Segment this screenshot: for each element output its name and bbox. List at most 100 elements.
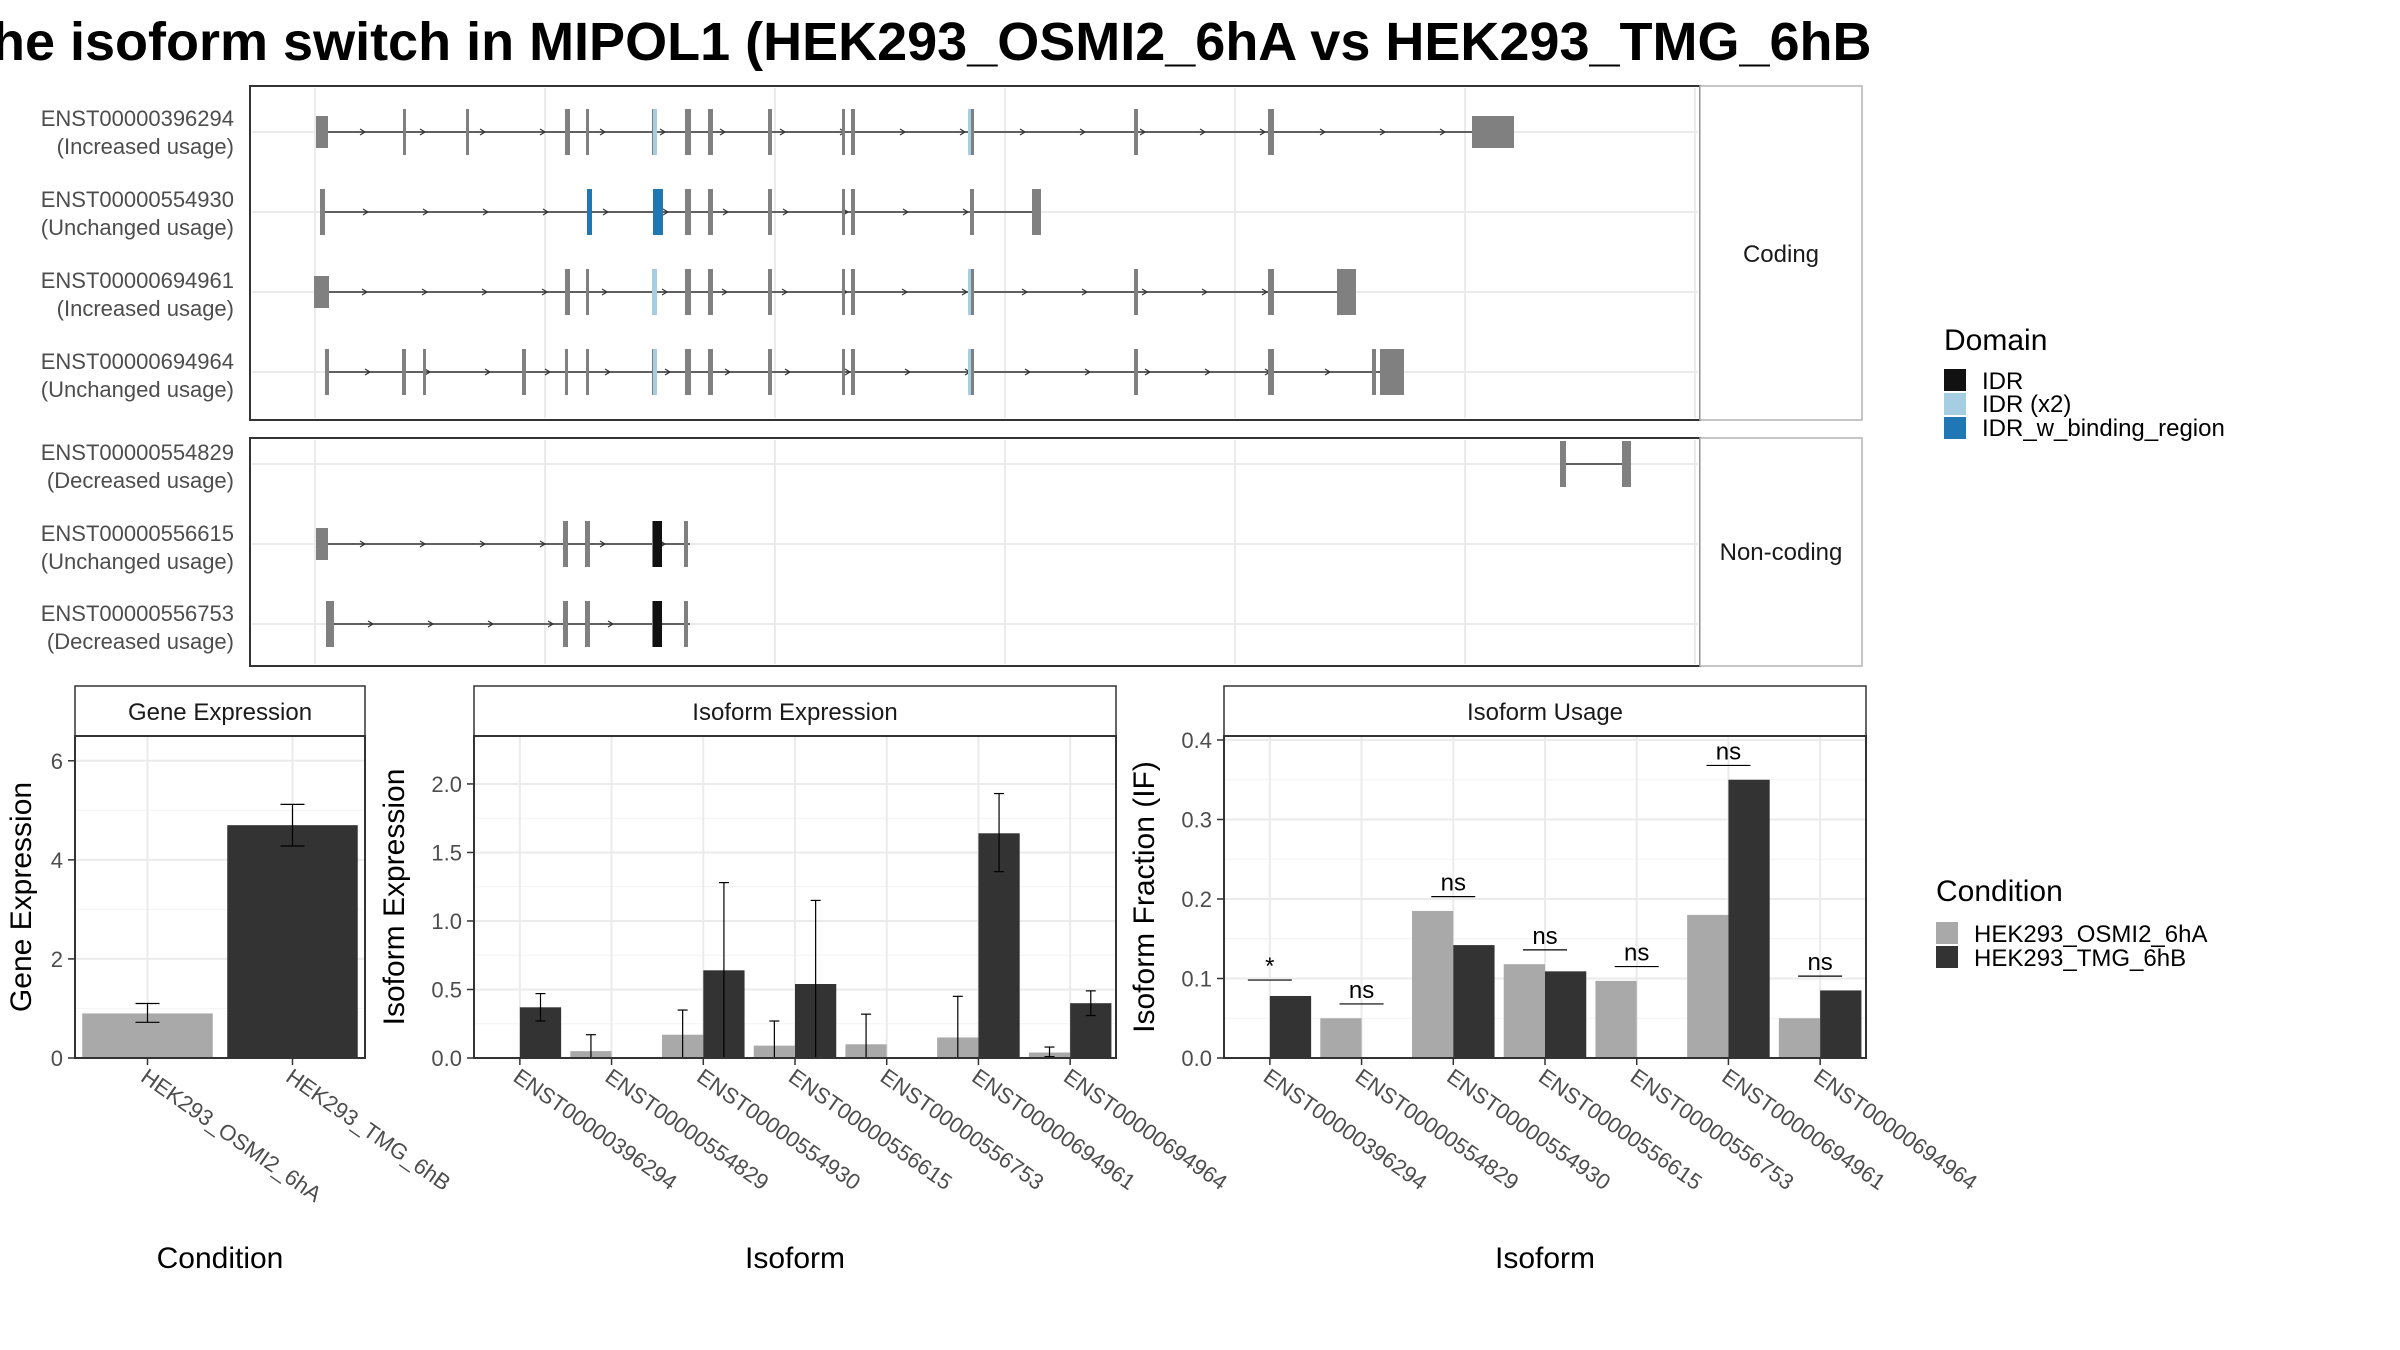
exon — [1372, 349, 1376, 395]
condition-legend-title: Condition — [1936, 875, 2063, 908]
y-tick-label: 2 — [51, 947, 63, 972]
domain-idr — [653, 521, 662, 567]
direction-arrow — [784, 368, 792, 376]
exon — [842, 269, 845, 315]
x-tick-label: ENST00000694961 — [1718, 1064, 1891, 1195]
exon — [316, 116, 328, 148]
legend-key-idr-binding — [1944, 417, 1966, 439]
domain-idr-x2 — [968, 269, 971, 315]
y-tick-label: 4 — [51, 848, 63, 873]
domain-idr-x2 — [968, 109, 971, 155]
bar — [1453, 945, 1495, 1058]
y-tick-label: 0.3 — [1181, 807, 1212, 832]
figure-title: he isoform switch in MIPOL1 (HEK293_OSMI… — [0, 12, 1872, 72]
direction-arrow — [601, 288, 609, 296]
bar — [1320, 1018, 1362, 1058]
significance-label: ns — [1532, 923, 1557, 950]
exon — [1622, 441, 1631, 487]
plot-frame — [74, 735, 366, 1059]
coding-strip-label: Coding — [1743, 241, 1819, 268]
isoform-label-usage: (Increased usage) — [57, 134, 234, 159]
direction-arrow — [1141, 288, 1149, 296]
exon — [1032, 189, 1041, 235]
bar — [1687, 914, 1729, 1058]
isoform-label-id: ENST00000694964 — [41, 349, 234, 374]
direction-arrow — [1324, 368, 1332, 376]
x-tick-label: ENST00000556753 — [876, 1064, 1049, 1195]
direction-arrow — [659, 128, 667, 136]
exon — [585, 521, 590, 567]
isoform-label-id: ENST00000694961 — [41, 268, 234, 293]
direction-arrow — [664, 368, 672, 376]
direction-arrow — [419, 540, 427, 548]
exon — [1134, 349, 1138, 395]
direction-arrow — [1081, 288, 1089, 296]
bar — [1545, 971, 1587, 1058]
exon — [768, 269, 772, 315]
x-tick-label: ENST00000396294 — [509, 1064, 682, 1195]
legend-key-idr — [1944, 369, 1966, 391]
direction-arrow — [419, 128, 427, 136]
direction-arrow — [599, 128, 607, 136]
direction-arrow — [607, 620, 615, 628]
direction-arrow — [722, 208, 730, 216]
exon — [1268, 269, 1274, 315]
exon — [1337, 269, 1342, 315]
x-tick-label: ENST00000694964 — [1059, 1064, 1232, 1195]
exon — [842, 189, 845, 235]
y-tick-label: 0 — [51, 1046, 63, 1071]
exon — [325, 349, 329, 395]
isoform-label-usage: (Decreased usage) — [47, 468, 234, 493]
isoform-label-id: ENST00000556615 — [41, 521, 234, 546]
direction-arrow — [541, 288, 549, 296]
condition-legend: Condition HEK293_OSMI2_6hA HEK293_TMG_6h… — [1936, 875, 2207, 972]
direction-arrow — [361, 288, 369, 296]
exon — [685, 269, 691, 315]
significance-label: ns — [1349, 977, 1374, 1004]
isoform-label-usage: (Unchanged usage) — [41, 377, 234, 402]
exon — [314, 276, 329, 308]
direction-arrow — [899, 128, 907, 136]
direction-arrow — [662, 208, 670, 216]
y-tick-label: 1.5 — [431, 840, 462, 865]
transcript — [325, 349, 1404, 395]
direction-arrow — [547, 620, 555, 628]
transcript — [326, 601, 690, 647]
exon — [563, 601, 568, 647]
exon — [684, 601, 688, 647]
direction-arrow — [961, 288, 969, 296]
isoform-label-usage: (Unchanged usage) — [41, 215, 234, 240]
exon — [851, 189, 855, 235]
direction-arrow — [1379, 128, 1387, 136]
bar — [1728, 779, 1770, 1058]
direction-arrow — [782, 208, 790, 216]
exon — [685, 109, 691, 155]
exon — [402, 349, 406, 395]
direction-arrow — [724, 368, 732, 376]
direction-arrow — [1261, 288, 1269, 296]
direction-arrow — [421, 288, 429, 296]
direction-arrow — [904, 368, 912, 376]
exon — [586, 349, 589, 395]
coding-strip — [1699, 85, 1863, 421]
isoform-expression-ylabel: Isoform Expression — [378, 769, 411, 1026]
direction-arrow — [1084, 368, 1092, 376]
direction-arrow — [1201, 288, 1209, 296]
exon — [768, 189, 772, 235]
legend-label-cond-a: HEK293_OSMI2_6hA — [1974, 921, 2207, 948]
direction-arrow — [719, 128, 727, 136]
isoform-label-id: ENST00000396294 — [41, 106, 234, 131]
direction-arrow — [359, 540, 367, 548]
significance-label: ns — [1441, 870, 1466, 897]
y-tick-label: 0.0 — [431, 1046, 462, 1071]
direction-arrow — [484, 368, 492, 376]
exon — [1134, 269, 1138, 315]
isoform-label-usage: (Decreased usage) — [47, 629, 234, 654]
exon — [842, 109, 845, 155]
bar — [1269, 995, 1312, 1058]
exon — [685, 189, 691, 235]
gene-expression-ylabel: Gene Expression — [5, 782, 38, 1012]
direction-arrow — [479, 540, 487, 548]
direction-arrow — [1204, 368, 1212, 376]
noncoding-panel — [249, 437, 1701, 667]
